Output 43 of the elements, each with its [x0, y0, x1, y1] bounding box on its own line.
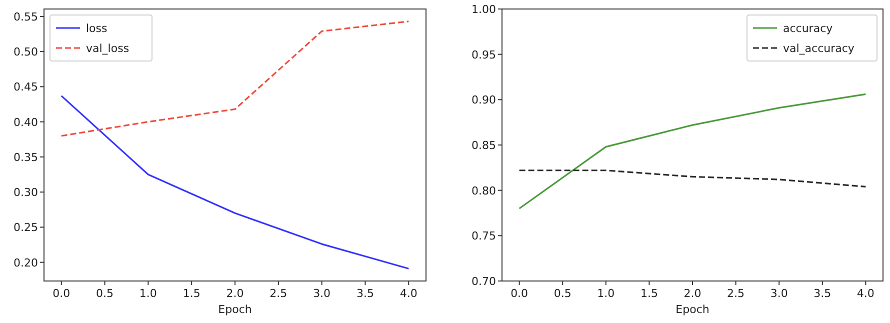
y-tick-label: 0.40: [14, 116, 38, 129]
y-tick-label: 0.80: [472, 184, 496, 198]
legend-label: val_loss: [86, 42, 130, 55]
x-tick-label: 1.0: [139, 287, 157, 300]
x-tick-label: 3.0: [770, 287, 788, 300]
x-tick-label: 0.0: [510, 287, 528, 300]
x-tick-label: 0.5: [96, 287, 114, 300]
x-tick-label: 0.0: [52, 287, 70, 300]
legend-label: val_accuracy: [783, 42, 855, 55]
line-series: [518, 170, 866, 188]
legend-label: accuracy: [783, 22, 834, 35]
y-tick-label: 0.35: [14, 150, 38, 164]
x-axis-title: Epoch: [218, 303, 252, 316]
y-tick-label: 0.45: [14, 80, 38, 94]
x-tick-label: 1.5: [640, 287, 658, 300]
y-tick-label: 0.95: [472, 48, 496, 62]
x-tick-label: 3.5: [356, 287, 374, 300]
line-series: [60, 20, 410, 137]
x-tick-label: 2.5: [727, 287, 745, 300]
y-tick-label: 0.70: [472, 275, 496, 288]
legend-label: loss: [86, 22, 108, 35]
x-tick-label: 4.0: [856, 287, 874, 300]
x-axis-title: Epoch: [676, 303, 710, 316]
x-tick-label: 1.5: [182, 287, 200, 300]
y-tick-label: 0.30: [14, 186, 38, 200]
y-tick-label: 0.90: [472, 94, 496, 107]
y-tick-label: 0.25: [14, 221, 38, 234]
y-tick-label: 1.00: [472, 3, 496, 16]
y-tick-label: 0.20: [14, 256, 38, 270]
y-tick-label: 0.75: [472, 230, 496, 243]
line-series: [60, 95, 410, 270]
y-tick-label: 0.55: [14, 10, 38, 24]
y-tick-label: 0.50: [14, 46, 38, 59]
x-tick-label: 1.0: [597, 287, 615, 300]
x-tick-label: 2.5: [270, 287, 288, 300]
x-tick-label: 3.0: [313, 287, 331, 300]
y-tick-label: 0.85: [472, 139, 496, 152]
line-series: [518, 93, 866, 210]
x-tick-label: 4.0: [400, 287, 418, 300]
x-tick-label: 2.0: [684, 287, 702, 300]
x-tick-label: 0.5: [554, 287, 572, 300]
x-tick-label: 2.0: [226, 287, 244, 300]
x-tick-label: 3.5: [814, 287, 832, 300]
